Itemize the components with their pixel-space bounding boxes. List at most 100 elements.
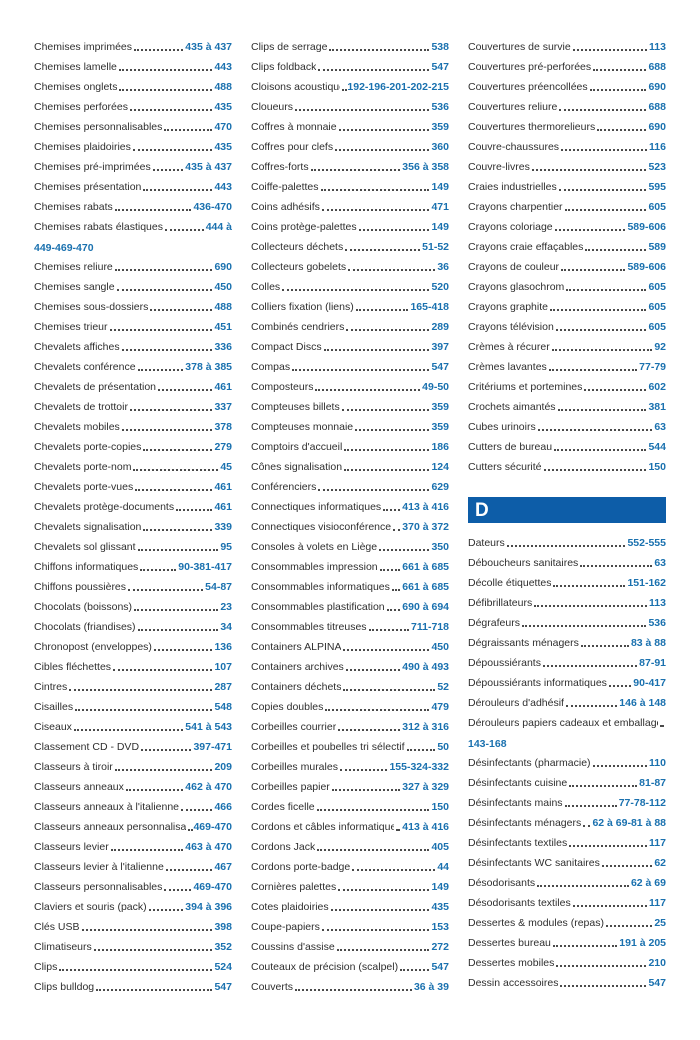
entry-page-numbers: 360 — [431, 141, 449, 153]
entry-label: Dégraissants ménagers — [468, 637, 579, 649]
entry-page-numbers: 605 — [648, 321, 666, 333]
dot-leader — [125, 789, 184, 791]
dot-leader — [330, 909, 430, 911]
dot-leader — [506, 545, 626, 547]
entry-page-numbers: 467 — [214, 861, 232, 873]
entry-label: Crayons de couleur — [468, 261, 560, 273]
index-entry: Chevalets conférence 378 à 385 — [34, 357, 232, 377]
index-entry: Chiffons poussières 54-87 — [34, 577, 232, 597]
entry-page-numbers: 547 — [431, 361, 449, 373]
entry-page-numbers: 394 à 396 — [185, 901, 232, 913]
dot-leader — [534, 605, 648, 607]
dot-leader — [383, 509, 401, 511]
index-entry: Couvertures de survie 113 — [468, 37, 666, 57]
index-entry: Coiffe-palettes 149 — [251, 177, 449, 197]
dot-leader — [548, 369, 638, 371]
entry-label: Cintres — [34, 681, 68, 693]
index-entry: Coffres à monnaie 359 — [251, 117, 449, 137]
entry-page-numbers: 113 — [649, 597, 666, 609]
index-entry: Dégraissants ménagers 83 à 88 — [468, 633, 666, 653]
entry-label: Corbeilles papier — [251, 781, 330, 793]
entry-label: Crochets aimantés — [468, 401, 556, 413]
index-entry: Désinfectants textiles 117 — [468, 833, 666, 853]
index-entry: Colliers fixation (liens) 165-418 — [251, 297, 449, 317]
dot-leader — [584, 389, 647, 391]
index-entry: Dessertes mobiles 210 — [468, 953, 666, 973]
entry-label: Couvertures préencollées — [468, 81, 588, 93]
index-entry: Crayons craie effaçables 589 — [468, 237, 666, 257]
dot-leader — [137, 369, 184, 371]
entry-page-numbers: 435 — [431, 901, 449, 913]
index-entry: Coupe-papiers 153 — [251, 917, 449, 937]
index-entry: Dérouleurs papiers cadeaux et emballage — [468, 713, 666, 733]
entry-label: Critériums et portemines — [468, 381, 583, 393]
entry-page-numbers: 520 — [431, 281, 449, 293]
dot-leader — [554, 449, 647, 451]
index-entry: Dégrafeurs 536 — [468, 613, 666, 633]
entry-label: Chiffons poussières — [34, 581, 127, 593]
dot-leader — [341, 89, 346, 91]
dot-leader — [282, 289, 430, 291]
dot-leader — [556, 965, 647, 967]
index-entry: Chemises plaidoiries 435 — [34, 137, 232, 157]
entry-page-numbers: 378 à 385 — [185, 361, 232, 373]
index-entry: Cordons porte-badge 44 — [251, 857, 449, 877]
index-entry: Connectiques visioconférence 370 à 372 — [251, 517, 449, 537]
index-column-3: Couvertures de survie 113 Couvertures pré-… — [468, 37, 666, 1040]
entry-label: Coins protège-palettes — [251, 221, 357, 233]
dot-leader — [348, 269, 436, 271]
entry-label: Crèmes lavantes — [468, 361, 547, 373]
entry-label: Chemises présentation — [34, 181, 142, 193]
dot-leader — [406, 749, 436, 751]
entry-label: Chemises perforées — [34, 101, 128, 113]
entry-page-numbers: 289 — [431, 321, 449, 333]
entry-page-numbers: 192-196-201-202-215 — [347, 81, 449, 93]
dot-leader — [386, 609, 401, 611]
entry-page-numbers: 149 — [431, 881, 449, 893]
dot-leader — [321, 929, 430, 931]
index-entry: Connectiques informatiques 413 à 416 — [251, 497, 449, 517]
index-entry: Désodorisants textiles 117 — [468, 893, 666, 913]
dot-leader — [292, 369, 430, 371]
index-entry: Containers déchets 52 — [251, 677, 449, 697]
entry-page-numbers: 124 — [431, 461, 449, 473]
index-entry: Clips foldback 547 — [251, 57, 449, 77]
entry-page-numbers: 350 — [431, 541, 449, 553]
index-entry: Cloueurs 536 — [251, 97, 449, 117]
entry-page-numbers: 36 — [437, 261, 449, 273]
entry-label: Dessertes bureau — [468, 937, 551, 949]
index-entry: Compas 547 — [251, 357, 449, 377]
index-entry: Craies industrielles 595 — [468, 177, 666, 197]
index-entry: Cloisons acoustiques 192-196-201-202-215 — [251, 77, 449, 97]
index-entry: Crèmes lavantes 77-79 — [468, 357, 666, 377]
entry-label: Cordes ficelle — [251, 801, 315, 813]
dot-leader — [129, 109, 213, 111]
dot-leader — [331, 789, 401, 791]
dot-leader — [543, 469, 647, 471]
dot-leader — [564, 805, 617, 807]
entry-page-numbers: 605 — [648, 281, 666, 293]
index-entry: Dessertes bureau 191 à 205 — [468, 933, 666, 953]
entry-page-numbers: 209 — [214, 761, 232, 773]
entry-page-numbers: 405 — [431, 841, 449, 853]
index-entry: Cubes urinoirs 63 — [468, 417, 666, 437]
entry-label: Cibles fléchettes — [34, 661, 112, 673]
index-entry: Chemises pré-imprimées 435 à 437 — [34, 157, 232, 177]
entry-page-numbers: 77-78-112 — [618, 797, 666, 809]
entry-page-numbers: 23 — [220, 601, 232, 613]
entry-label: Chemises imprimées — [34, 41, 133, 53]
dot-leader — [121, 429, 213, 431]
dot-leader — [542, 665, 638, 667]
index-entry: Couvertures reliure 688 — [468, 97, 666, 117]
dot-leader — [114, 209, 192, 211]
index-entry: Compteuses billets 359 — [251, 397, 449, 417]
entry-page-numbers: 51-52 — [422, 241, 449, 253]
index-entry: Consommables informatiques 661 à 685 — [251, 577, 449, 597]
entry-label: Couvertures pré-perforées — [468, 61, 592, 73]
entry-label: Crayons télévision — [468, 321, 554, 333]
index-entry: Copies doubles 479 — [251, 697, 449, 717]
dot-leader — [559, 109, 647, 111]
entry-label: Désinfectants (pharmacie) — [468, 757, 591, 769]
entry-label: Clips bulldog — [34, 981, 95, 993]
